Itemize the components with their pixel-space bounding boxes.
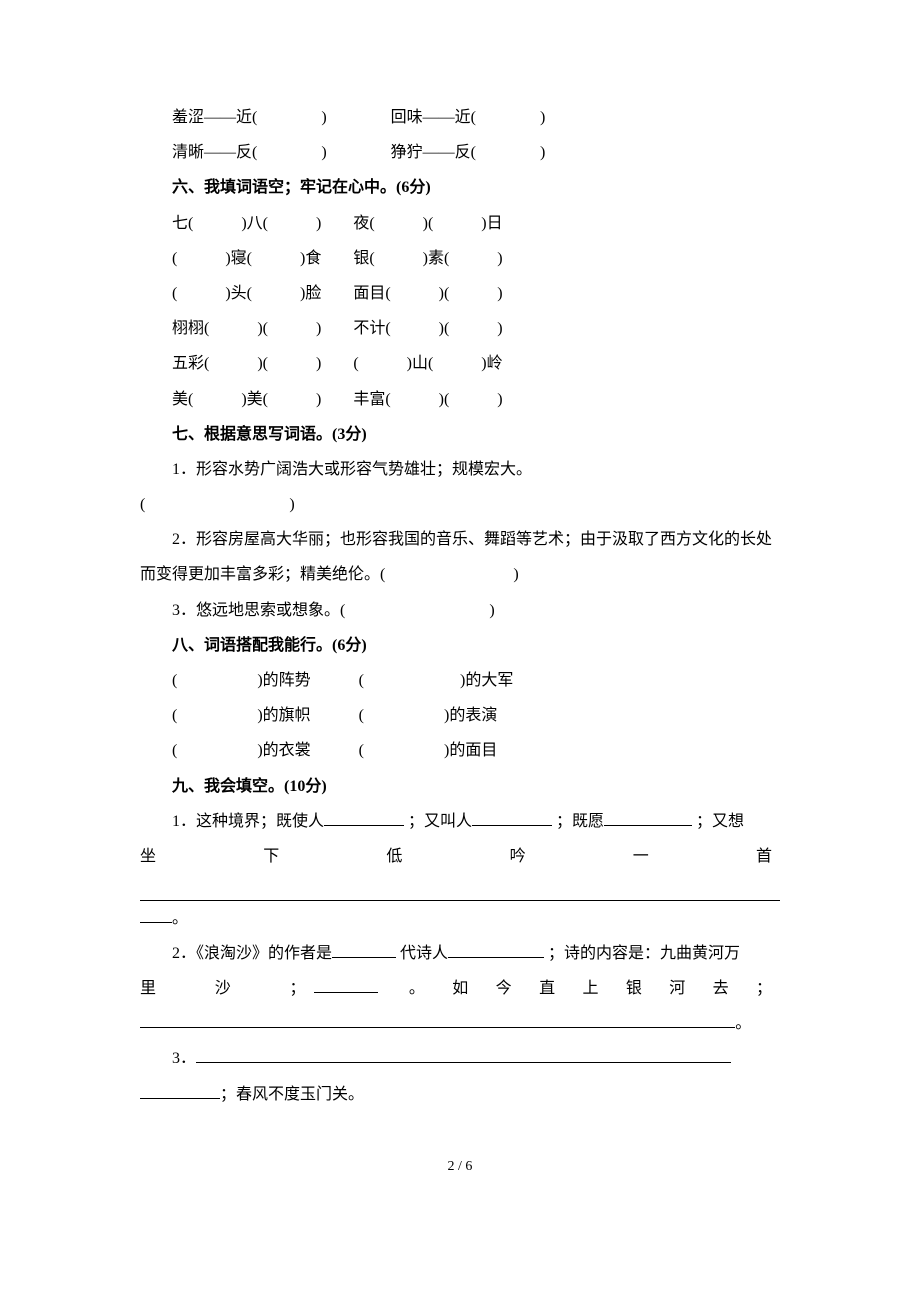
- page-footer: 2 / 6: [140, 1152, 780, 1183]
- q9-2-b: 代诗人: [400, 945, 448, 962]
- document-page: 羞涩——近( ) 回味——近( ) 清晰——反( ) 狰狞——反( ) 六、我填…: [0, 0, 920, 1243]
- q9-1-b: ；又叫人: [408, 813, 472, 830]
- section-6-heading: 六、我填词语空；牢记在心中。(6分): [140, 170, 780, 205]
- blank: [140, 906, 172, 923]
- idiom-line-6: 美( )美( ) 丰富( )( ): [140, 382, 780, 417]
- idiom-line-5: 五彩( )( ) ( )山( )岭: [140, 346, 780, 381]
- blank: [472, 809, 552, 826]
- q7-1: 1．形容水势广阔浩大或形容气势雄壮；规模宏大。: [140, 452, 780, 487]
- section-7-heading: 七、根据意思写词语。(3分): [140, 417, 780, 452]
- blank: [604, 809, 692, 826]
- blank: [332, 941, 396, 958]
- blank: [448, 941, 544, 958]
- blank: [324, 809, 404, 826]
- q9-2-e: 。: [735, 1015, 751, 1032]
- q9-1-f: 。: [172, 910, 188, 927]
- idiom-line-4: 栩栩( )( ) 不计( )( ): [140, 311, 780, 346]
- section-8-heading: 八、词语搭配我能行。(6分): [140, 628, 780, 663]
- match-line-3: ( )的衣裳 ( )的面目: [140, 733, 780, 768]
- q9-3-a: 3．: [172, 1050, 196, 1067]
- synonym-line-1: 羞涩——近( ) 回味——近( ): [140, 100, 780, 135]
- q9-1-d: ；又想: [696, 813, 744, 830]
- section-9-heading: 九、我会填空。(10分): [140, 769, 780, 804]
- blank: [196, 1046, 731, 1063]
- q9-1-c: ；既愿: [556, 813, 604, 830]
- q7-1-blank: ( ): [140, 487, 780, 522]
- q9-2-justified: 里 沙 ； 。如今直上银河去；: [140, 971, 780, 1006]
- q9-3: 3．: [140, 1041, 780, 1076]
- q9-1: 1．这种境界；既使人 ；又叫人 ；既愿 ；又想: [140, 804, 780, 839]
- blank: [140, 1011, 735, 1028]
- idiom-line-2: ( )寝( )食 银( )素( ): [140, 241, 780, 276]
- match-line-1: ( )的阵势 ( )的大军: [140, 663, 780, 698]
- q7-2-text: 2．形容房屋高大华丽；也形容我国的音乐、舞蹈等艺术；由于汲取了西方文化的长处而变…: [140, 531, 772, 583]
- q7-3: 3．悠远地思索或想象。( ): [140, 593, 780, 628]
- q9-3b: ；春风不度玉门关。: [140, 1077, 780, 1112]
- blank: [140, 1082, 220, 1099]
- q9-2: 2．《浪淘沙》的作者是 代诗人 ；诗的内容是：九曲黄河万: [140, 936, 780, 971]
- synonym-line-2: 清晰——反( ) 狰狞——反( ): [140, 135, 780, 170]
- idiom-line-3: ( )头( )脸 面目( )( ): [140, 276, 780, 311]
- q9-2-end: 。: [140, 1006, 780, 1041]
- q7-2: 2．形容房屋高大华丽；也形容我国的音乐、舞蹈等艺术；由于汲取了西方文化的长处而变…: [140, 522, 780, 592]
- q9-2-a: 2．《浪淘沙》的作者是: [172, 945, 332, 962]
- match-line-2: ( )的旗帜 ( )的表演: [140, 698, 780, 733]
- q9-1-end: 。: [140, 901, 780, 936]
- q9-3-b: ；春风不度玉门关。: [220, 1086, 364, 1103]
- idiom-line-1: 七( )八( ) 夜( )( )日: [140, 206, 780, 241]
- q9-1-justified: 坐下低吟一首: [140, 839, 780, 874]
- q9-1-a: 1．这种境界；既使人: [172, 813, 324, 830]
- q9-2-c-pre: ；诗的内容是：九曲黄河万: [548, 945, 740, 962]
- q9-1-long-blank: [140, 874, 780, 901]
